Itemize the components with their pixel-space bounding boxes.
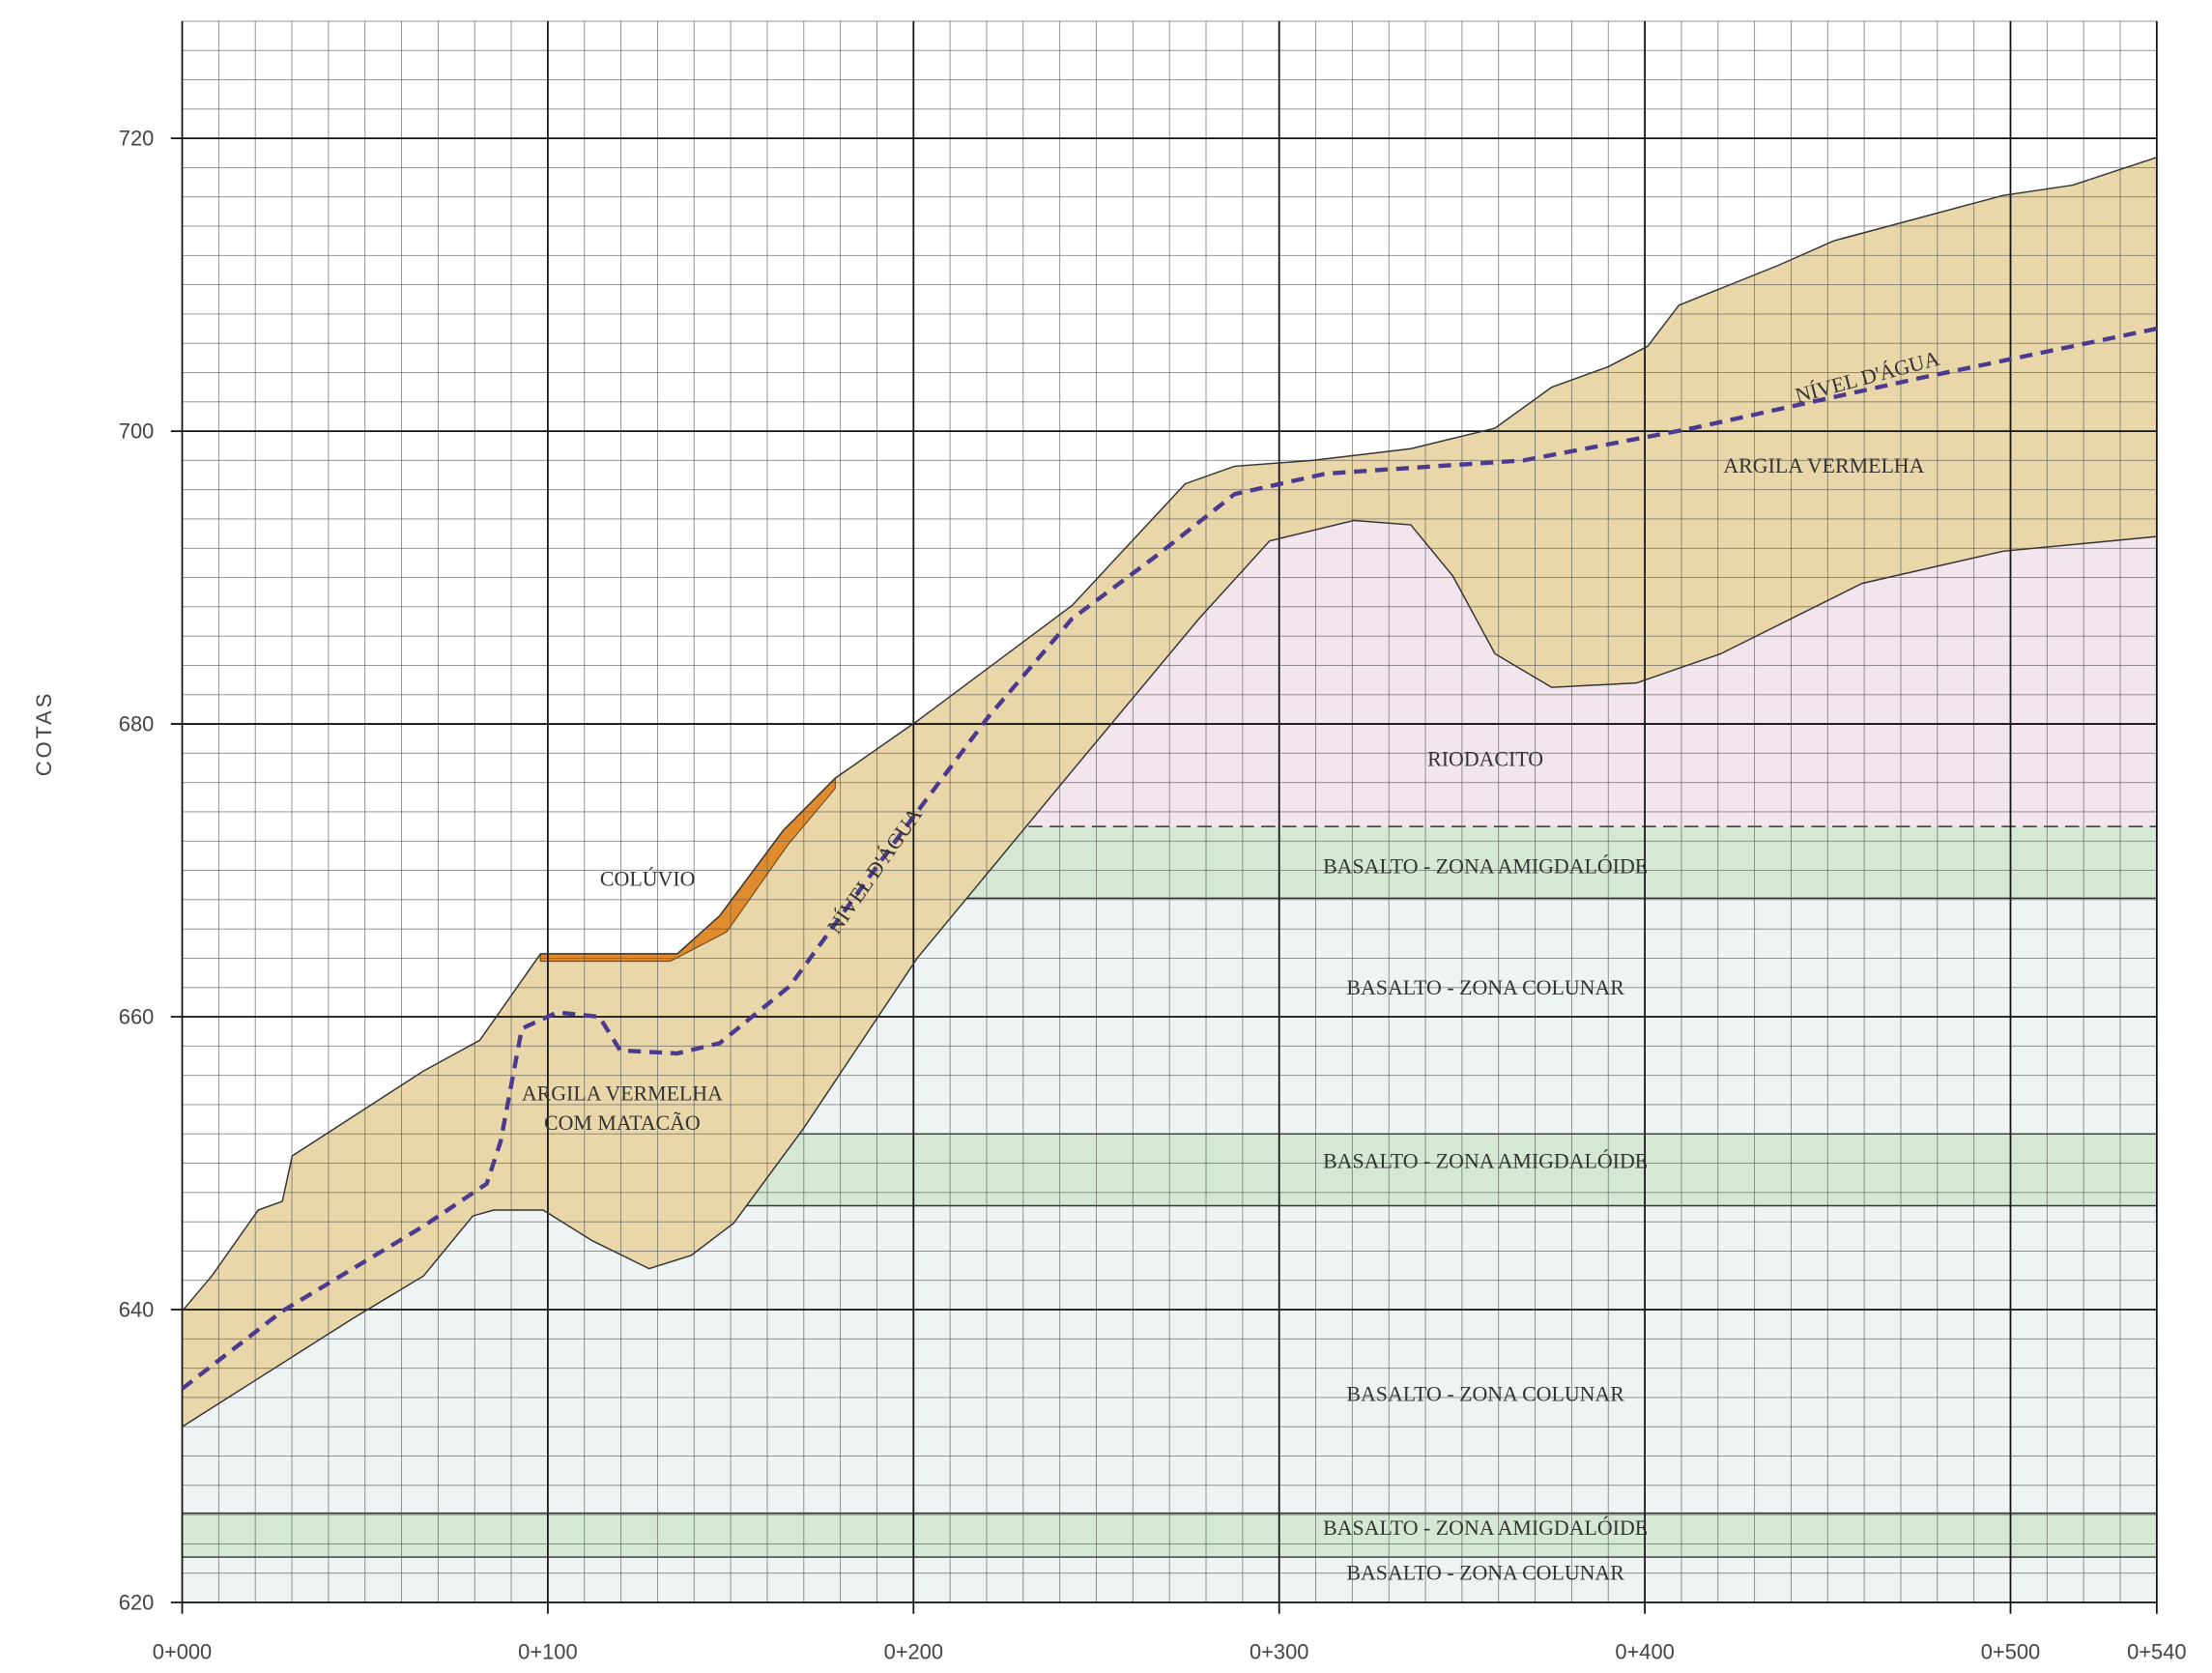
y-tick-label: 700	[119, 418, 155, 443]
x-tick-label: 0+000	[153, 1639, 212, 1663]
layer-label: BASALTO - ZONA AMIGDALÓIDE	[1323, 1515, 1648, 1540]
soil-label: ARGILA VERMELHA	[1723, 453, 1924, 477]
layer-label: RIODACITO	[1427, 747, 1543, 771]
ground-surface	[181, 157, 2158, 1312]
colluvium-label: COLÚVIO	[600, 867, 695, 891]
y-axis-label: COTAS	[32, 691, 56, 776]
soil-bottom	[182, 519, 2157, 1428]
x-tick-label: 0+300	[1250, 1639, 1308, 1663]
y-tick-label: 660	[119, 1004, 155, 1028]
layer-label: BASALTO - ZONA COLUNAR	[1346, 975, 1624, 999]
y-tick-label: 720	[119, 126, 155, 150]
layer-label: BASALTO - ZONA COLUNAR	[1346, 1561, 1624, 1585]
soil-label: ARGILA VERMELHA	[522, 1081, 723, 1105]
layer-label: BASALTO - ZONA AMIGDALÓIDE	[1323, 853, 1648, 878]
soil-label: COM MATACÃO	[544, 1111, 701, 1135]
x-tick-label: 0+400	[1615, 1639, 1674, 1663]
x-tick-label: 0+200	[884, 1639, 943, 1663]
x-tick-label: 0+540	[2127, 1639, 2186, 1663]
y-tick-label: 620	[119, 1590, 155, 1614]
layer-label: BASALTO - ZONA COLUNAR	[1346, 1381, 1624, 1405]
x-tick-label: 0+500	[1981, 1639, 2040, 1663]
water-level	[181, 326, 2158, 1391]
y-tick-label: 680	[119, 711, 155, 736]
layer-label: BASALTO - ZONA AMIGDALÓIDE	[1323, 1148, 1648, 1172]
soil-fill	[182, 157, 2157, 1428]
x-tick-label: 0+100	[518, 1639, 577, 1663]
y-tick-label: 640	[119, 1297, 155, 1321]
